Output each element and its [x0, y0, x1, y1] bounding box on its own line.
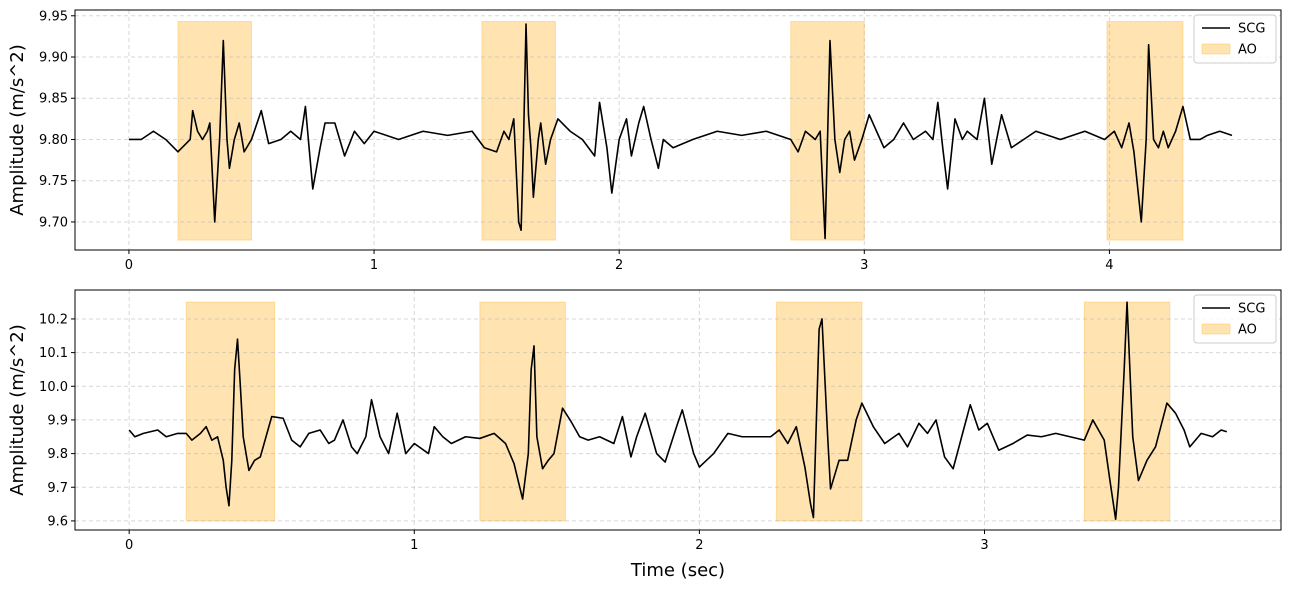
- y-axis-label: Amplitude (m/s^2): [7, 44, 28, 216]
- legend-label: AO: [1238, 323, 1257, 338]
- x-tick-label: 2: [615, 258, 623, 273]
- ao-span: [1083, 301, 1171, 522]
- legend: SCG AO: [1193, 294, 1277, 344]
- x-tick-label: 2: [695, 538, 703, 553]
- x-tick-label: 4: [1105, 258, 1113, 273]
- x-tick-label: 1: [370, 258, 378, 273]
- y-tick-label: 9.8: [47, 447, 68, 462]
- y-tick-label: 9.6: [47, 514, 68, 529]
- y-tick-label: 9.9: [47, 413, 68, 428]
- x-tick-label: 3: [860, 258, 868, 273]
- axes-frame: [74, 289, 1282, 531]
- legend-label: AO: [1238, 43, 1257, 58]
- ao-span: [1106, 21, 1184, 241]
- subplot: 9.70 9.75 9.80 9.85 9.90 9.95 0 1 2 3 4 Amplitude (…: [7, 9, 1282, 273]
- scg-line: [128, 301, 1228, 521]
- legend: SCG AO: [1193, 14, 1277, 64]
- ao-span: [479, 301, 566, 522]
- scg-line: [128, 23, 1233, 240]
- legend-label: SCG: [1238, 302, 1265, 317]
- legend-box: [1193, 14, 1277, 64]
- x-tick-label: 0: [125, 538, 133, 553]
- y-tick-label: 10.0: [39, 380, 68, 395]
- legend-label: SCG: [1238, 22, 1265, 37]
- y-tick-label: 10.1: [39, 346, 68, 361]
- legend-patch: [1201, 43, 1231, 55]
- y-axis-label: Amplitude (m/s^2): [7, 324, 28, 496]
- axes-frame: [74, 9, 1282, 251]
- y-tick-label: 9.90: [39, 51, 68, 66]
- y-tick-label: 9.75: [39, 174, 68, 189]
- x-axis-label: Time (sec): [630, 560, 725, 581]
- x-tick-label: 1: [410, 538, 418, 553]
- y-tick-label: 9.85: [39, 92, 68, 107]
- y-tick-label: 10.2: [39, 312, 68, 327]
- x-tick-label: 0: [125, 258, 133, 273]
- y-tick-label: 9.80: [39, 133, 68, 148]
- subplot: 9.6 9.7 9.8 9.9 10.0 10.1 10.2 0 1 2 3 Amplitude (m…: [7, 289, 1282, 581]
- ao-span: [481, 21, 556, 241]
- y-tick-label: 9.70: [39, 215, 68, 230]
- legend-box: [1193, 294, 1277, 344]
- x-tick-label: 3: [980, 538, 988, 553]
- y-tick-label: 9.95: [39, 9, 68, 24]
- legend-patch: [1201, 323, 1231, 335]
- y-tick-label: 9.7: [47, 481, 68, 496]
